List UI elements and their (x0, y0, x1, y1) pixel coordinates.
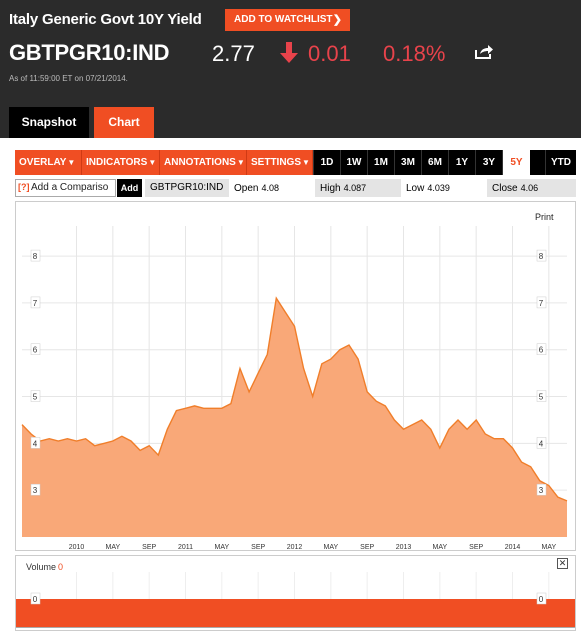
indicators-menu[interactable]: INDICATORS▼ (82, 150, 160, 175)
help-icon[interactable]: [?] (18, 182, 30, 192)
print-link[interactable]: Print (535, 212, 554, 222)
price-change-percent: 0.18% (383, 41, 446, 66)
range-3y-button[interactable]: 3Y (475, 150, 502, 175)
close-icon[interactable]: ✕ (557, 558, 568, 569)
indicators-menu-label: INDICATORS (86, 157, 148, 168)
settings-menu-label: SETTINGS (251, 157, 302, 168)
info-ticker-label: GBTPGR10:IND (150, 182, 224, 193)
quote-info-bar: [?] Add a Compariso Add GBTPGR10:IND Ope… (15, 178, 576, 198)
open-value: 4.08 (261, 183, 279, 193)
add-to-watchlist-button[interactable]: ADD TO WATCHLIST ❯ (225, 9, 350, 31)
chevron-right-icon: ❯ (332, 14, 342, 26)
annotations-menu[interactable]: ANNOTATIONS▼ (160, 150, 247, 175)
high-stat: High 4.087 (315, 179, 401, 197)
info-ticker: GBTPGR10:IND (145, 179, 229, 197)
overlay-menu-label: OVERLAY (19, 157, 67, 168)
add-compare-button[interactable]: Add (117, 179, 142, 197)
caret-down-icon: ▼ (67, 158, 76, 167)
open-label: Open (234, 183, 259, 194)
caret-down-icon: ▼ (236, 158, 245, 167)
arrow-down-icon (280, 42, 298, 63)
compare-placeholder: Add a Compariso (31, 182, 109, 193)
page-title: Italy Generic Govt 10Y Yield (9, 11, 202, 28)
low-stat: Low 4.039 (401, 179, 487, 197)
price-change: 0.01 (308, 41, 351, 66)
annotations-menu-label: ANNOTATIONS (164, 157, 236, 168)
share-icon[interactable] (474, 44, 494, 60)
open-stat: Open 4.08 (229, 179, 315, 197)
last-price: 2.77 (212, 41, 255, 66)
range-6m-button[interactable]: 6M (421, 150, 448, 175)
volume-value: 0 (58, 562, 64, 572)
ticker-symbol: GBTPGR10:IND (9, 40, 170, 65)
range-ytd-button[interactable]: YTD (545, 150, 576, 175)
low-value: 4.039 (427, 183, 450, 193)
volume-panel (15, 555, 576, 631)
quote-header: Italy Generic Govt 10Y Yield ADD TO WATC… (0, 0, 581, 138)
low-label: Low (406, 183, 425, 194)
range-1w-button[interactable]: 1W (340, 150, 367, 175)
caret-down-icon: ▼ (148, 158, 157, 167)
high-value: 4.087 (343, 183, 367, 193)
watchlist-label: ADD TO WATCHLIST (234, 14, 333, 25)
close-value: 4.06 (520, 183, 539, 193)
caret-down-icon: ▼ (302, 158, 310, 167)
compare-input[interactable]: [?] Add a Compariso (15, 179, 116, 197)
close-stat: Close 4.06 (487, 179, 576, 197)
close-label: Close (492, 183, 518, 194)
tab-snapshot[interactable]: Snapshot (9, 107, 89, 138)
tab-chart[interactable]: Chart (94, 107, 154, 138)
high-label: High (320, 183, 341, 194)
range-1m-button[interactable]: 1M (367, 150, 394, 175)
range-1y-button[interactable]: 1Y (448, 150, 475, 175)
range-5y-button[interactable]: 5Y (502, 150, 530, 175)
as-of-timestamp: As of 11:59:00 ET on 07/21/2014. (9, 74, 128, 83)
overlay-menu[interactable]: OVERLAY▼ (15, 150, 82, 175)
volume-label-text: Volume (26, 562, 57, 572)
range-1d-button[interactable]: 1D (313, 150, 340, 175)
range-3m-button[interactable]: 3M (394, 150, 421, 175)
chart-toolbar: OVERLAY▼ INDICATORS▼ ANNOTATIONS▼ SETTIN… (15, 150, 576, 175)
price-chart-frame (15, 201, 576, 551)
volume-label: Volume 0 (26, 562, 63, 572)
settings-menu[interactable]: SETTINGS▼ (247, 150, 313, 175)
